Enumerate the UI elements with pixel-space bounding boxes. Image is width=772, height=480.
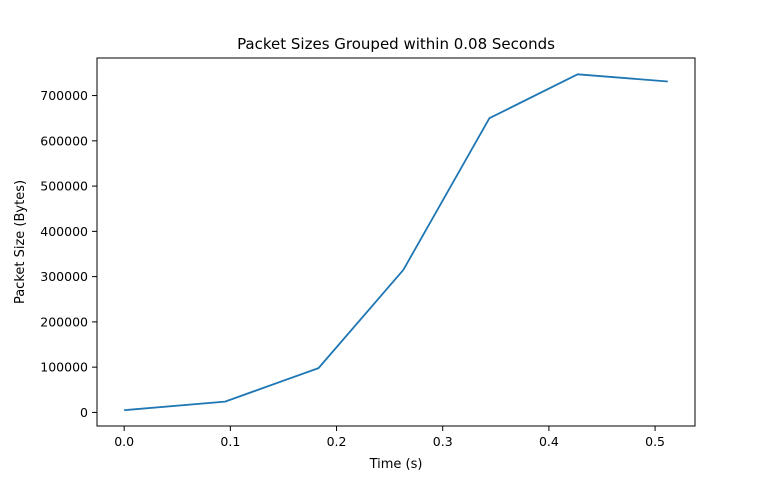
series-line: [124, 73, 668, 412]
y-tick-label: 700000: [40, 88, 88, 103]
x-tick-label: 0.1: [220, 434, 240, 449]
chart-title: Packet Sizes Grouped within 0.08 Seconds: [237, 35, 555, 53]
y-tick-label: 500000: [40, 179, 88, 194]
x-tick-label: 0.0: [114, 434, 134, 449]
x-tick-label: 0.5: [645, 434, 665, 449]
y-axis-ticks: 0 100000 200000 300000 400000 500000 600000 700…: [40, 88, 97, 420]
x-tick-label: 0.3: [433, 434, 453, 449]
y-tick-label: 400000: [40, 224, 88, 239]
y-tick-label: 100000: [40, 360, 88, 375]
x-tick-label: 0.2: [327, 434, 347, 449]
y-tick-label: 200000: [40, 314, 88, 329]
y-axis-label: Packet Size (Bytes): [13, 180, 28, 304]
x-axis-ticks: 0.0 0.1 0.2 0.3 0.4 0.5: [114, 426, 665, 449]
x-axis-label: Time (s): [369, 457, 423, 472]
series-layer: [124, 73, 668, 412]
y-tick-label: 300000: [40, 269, 88, 284]
plot-frame: [96, 57, 696, 427]
x-tick-label: 0.4: [539, 434, 559, 449]
y-tick-label: 600000: [40, 133, 88, 148]
y-tick-label: 0: [80, 405, 88, 420]
